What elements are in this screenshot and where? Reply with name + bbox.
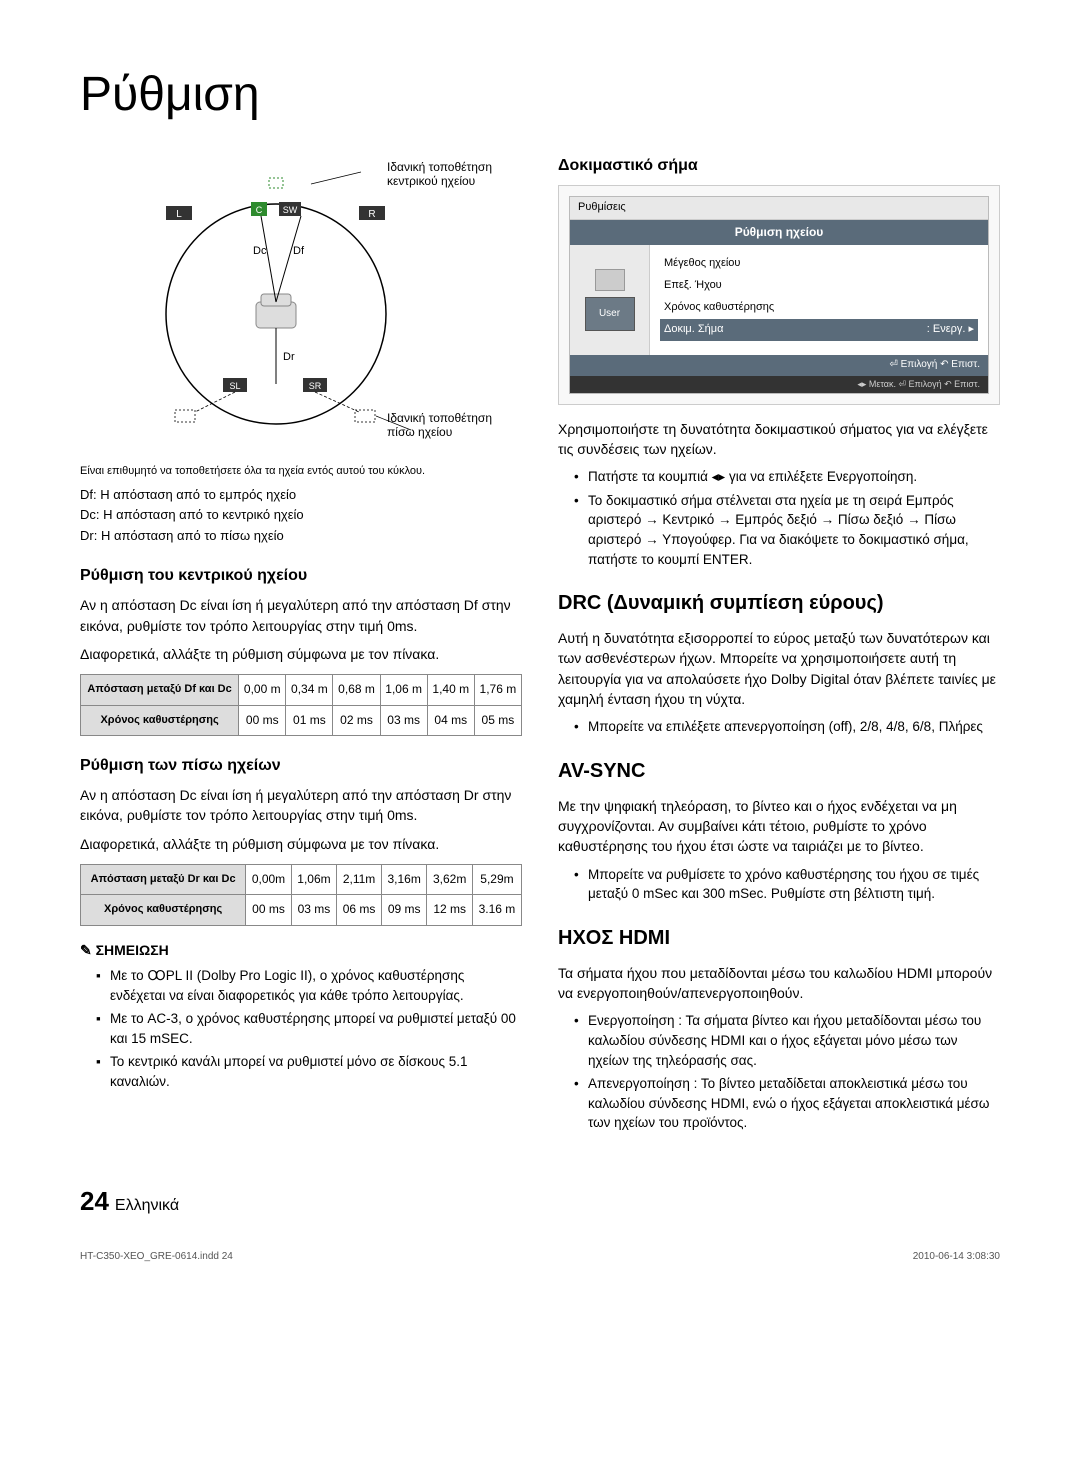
center-para2: Διαφορετικά, αλλάξτε τη ρύθμιση σύμφωνα … — [80, 644, 522, 664]
page-number: 24 — [80, 1183, 109, 1221]
def-dc: Dc: Η απόσταση από το κεντρικό ηχείο — [80, 506, 522, 525]
avsync-bullets: Μπορείτε να ρυθμίσετε το χρόνο καθυστέρη… — [558, 865, 1000, 904]
user-badge: User — [585, 297, 635, 331]
center-table: Απόσταση μεταξύ Df και Dc 0,00 m0,34 m0,… — [80, 674, 522, 736]
drc-para: Αυτή η δυνατότητα εξισορροπεί το εύρος μ… — [558, 628, 1000, 709]
svg-text:L: L — [176, 209, 182, 220]
def-dr: Dr: Η απόσταση από το πίσω ηχείο — [80, 527, 522, 546]
svg-text:SL: SL — [229, 381, 240, 391]
list-item: Απενεργοποίηση : Το βίντεο μεταδίδεται α… — [574, 1074, 1000, 1133]
avsync-para: Με την ψηφιακή τηλεόραση, το βίντεο και … — [558, 796, 1000, 857]
osd-item: Επεξ. Ήχου — [660, 275, 978, 297]
page-language: Ελληνικά — [115, 1194, 179, 1217]
svg-text:Dc: Dc — [253, 245, 267, 257]
svg-text:SR: SR — [309, 381, 322, 391]
svg-text:Df: Df — [293, 245, 305, 257]
svg-text:SW: SW — [283, 205, 298, 215]
svg-text:Dr: Dr — [283, 351, 295, 363]
note-list: Με το ꝎPL II (Dolby Pro Logic II), ο χρό… — [80, 966, 522, 1091]
note-heading: ΣΗΜΕΙΩΣΗ — [80, 940, 522, 960]
hdmi-bullets: Ενεργοποίηση : Τα σήματα βίντεο και ήχου… — [558, 1011, 1000, 1132]
osd-item: Μέγεθος ηχείου — [660, 253, 978, 275]
svg-text:C: C — [256, 205, 263, 215]
osd-sidebar: User — [570, 245, 650, 355]
rear-speaker-head: Ρύθμιση των πίσω ηχείων — [80, 754, 522, 777]
diagram-caption-top: Ιδανική τοποθέτηση κεντρικού ηχείου — [387, 160, 492, 189]
hdmi-head: ΗΧΟΣ HDMI — [558, 924, 1000, 953]
center-para1: Αν η απόσταση Dc είναι ίση ή μεγαλύτερη … — [80, 595, 522, 636]
hdmi-para: Τα σήματα ήχου που μεταδίδονται μέσω του… — [558, 963, 1000, 1004]
test-tone-head: Δοκιμαστικό σήμα — [558, 154, 1000, 177]
left-column: Ιδανική τοποθέτηση κεντρικού ηχείου L C … — [80, 154, 522, 1143]
page-footer: 24 Ελληνικά — [80, 1183, 1000, 1221]
test-tone-bullets: Πατήστε τα κουμπιά ◂▸ για να επιλέξετε Ε… — [558, 467, 1000, 569]
print-timestamp: 2010-06-14 3:08:30 — [913, 1250, 1000, 1265]
right-column: Δοκιμαστικό σήμα Ρυθμίσεις Ρύθμιση ηχείο… — [558, 154, 1000, 1143]
center-speaker-head: Ρύθμιση του κεντρικού ηχείου — [80, 564, 522, 587]
osd-screenshot: Ρυθμίσεις Ρύθμιση ηχείου User Μέγεθος ηχ… — [558, 185, 1000, 405]
note-item: Με το ꝎPL II (Dolby Pro Logic II), ο χρό… — [96, 966, 522, 1005]
note-item: Με το AC-3, ο χρόνος καθυστέρησης μπορεί… — [96, 1009, 522, 1048]
rear-para1: Αν η απόσταση Dc είναι ίση ή μεγαλύτερη … — [80, 785, 522, 826]
list-item: Το δοκιμαστικό σήμα στέλνεται στα ηχεία … — [574, 491, 1000, 569]
osd-item: Χρόνος καθυστέρησης — [660, 297, 978, 319]
osd-footer: ⏎ Επιλογή ↶ Επιστ. — [570, 355, 988, 376]
list-item: Πατήστε τα κουμπιά ◂▸ για να επιλέξετε Ε… — [574, 467, 1000, 487]
note-item: Το κεντρικό κανάλι μπορεί να ρυθμιστεί μ… — [96, 1052, 522, 1091]
rear-para2: Διαφορετικά, αλλάξτε τη ρύθμιση σύμφωνα … — [80, 834, 522, 854]
test-tone-para: Χρησιμοποιήστε τη δυνατότητα δοκιμαστικο… — [558, 419, 1000, 460]
osd-footer2: ◂▸ Μετακ. ⏎ Επιλογή ↶ Επιστ. — [570, 376, 988, 393]
rear-table: Απόσταση μεταξύ Dr και Dc 0,00m1,06m2,11… — [80, 864, 522, 926]
def-df: Df: Η απόσταση από το εμπρός ηχείο — [80, 486, 522, 505]
list-item: Ενεργοποίηση : Τα σήματα βίντεο και ήχου… — [574, 1011, 1000, 1070]
drc-bullets: Μπορείτε να επιλέξετε απενεργοποίηση (of… — [558, 717, 1000, 737]
osd-item-active: Δοκιμ. Σήμα : Ενεργ. ▸ — [660, 319, 978, 341]
print-file: HT-C350-XEO_GRE-0614.indd 24 — [80, 1250, 233, 1265]
osd-menu: Μέγεθος ηχείου Επεξ. Ήχου Χρόνος καθυστέ… — [650, 245, 988, 355]
diagram-note: Είναι επιθυμητό να τοποθετήσετε όλα τα η… — [80, 464, 522, 480]
osd-tab: Ρυθμίσεις — [570, 197, 988, 220]
osd-title: Ρύθμιση ηχείου — [570, 220, 988, 245]
list-item: Μπορείτε να ρυθμίσετε το χρόνο καθυστέρη… — [574, 865, 1000, 904]
speaker-icon — [595, 269, 625, 291]
svg-text:R: R — [368, 209, 375, 220]
speaker-diagram: Ιδανική τοποθέτηση κεντρικού ηχείου L C … — [80, 154, 522, 454]
diagram-caption-bottom: Ιδανική τοποθέτηση πίσω ηχείου — [387, 411, 492, 440]
drc-head: DRC (Δυναμική συμπίεση εύρους) — [558, 589, 1000, 618]
page-title: Ρύθμιση — [80, 60, 1000, 130]
avsync-head: AV-SYNC — [558, 757, 1000, 786]
print-footer: HT-C350-XEO_GRE-0614.indd 24 2010-06-14 … — [80, 1250, 1000, 1265]
list-item: Μπορείτε να επιλέξετε απενεργοποίηση (of… — [574, 717, 1000, 737]
